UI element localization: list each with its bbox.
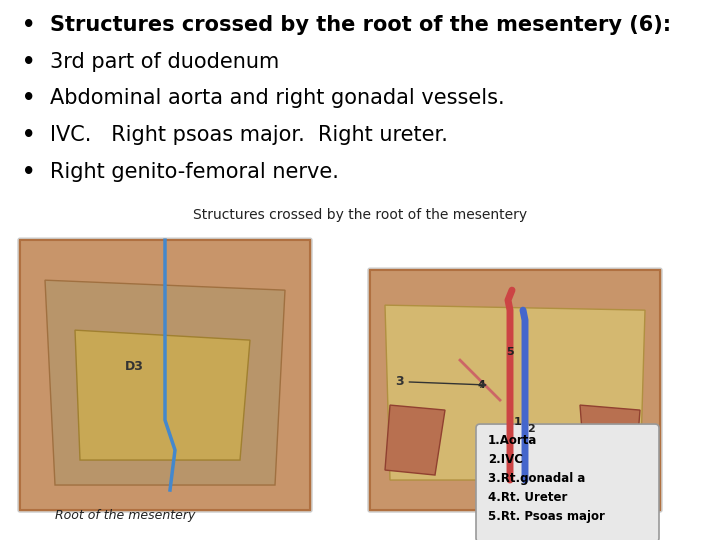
Text: Abdominal aorta and right gonadal vessels.: Abdominal aorta and right gonadal vessel… — [50, 89, 505, 109]
Polygon shape — [370, 270, 660, 510]
Polygon shape — [45, 280, 285, 485]
Text: 5.Rt. Psoas major: 5.Rt. Psoas major — [488, 510, 605, 523]
Text: •: • — [22, 89, 35, 109]
Polygon shape — [385, 405, 445, 475]
Text: 4.Rt. Ureter: 4.Rt. Ureter — [488, 490, 567, 503]
Polygon shape — [75, 330, 250, 460]
Text: 4: 4 — [478, 380, 486, 390]
Text: Right genito-femoral nerve.: Right genito-femoral nerve. — [50, 163, 339, 183]
Text: 3.Rt.gonadal a: 3.Rt.gonadal a — [488, 471, 585, 484]
Text: •: • — [22, 125, 35, 145]
Text: •: • — [22, 15, 35, 35]
Text: 2.IVC: 2.IVC — [488, 453, 523, 465]
Text: 5: 5 — [506, 347, 513, 357]
Text: 3: 3 — [395, 375, 486, 388]
Polygon shape — [580, 405, 640, 475]
Polygon shape — [385, 305, 645, 480]
Text: •: • — [22, 51, 35, 72]
FancyBboxPatch shape — [18, 238, 312, 512]
Text: Structures crossed by the root of the mesentery (6):: Structures crossed by the root of the me… — [50, 15, 672, 35]
Text: Root of the mesentery: Root of the mesentery — [55, 509, 195, 522]
Text: D3: D3 — [125, 360, 144, 373]
Text: 1.Aorta: 1.Aorta — [488, 434, 537, 447]
Text: Structures crossed by the root of the mesentery: Structures crossed by the root of the me… — [193, 208, 527, 222]
Text: 3rd part of duodenum: 3rd part of duodenum — [50, 51, 279, 72]
FancyBboxPatch shape — [476, 424, 659, 540]
Text: 1: 1 — [514, 417, 522, 427]
Text: IVC.   Right psoas major.  Right ureter.: IVC. Right psoas major. Right ureter. — [50, 125, 449, 145]
Polygon shape — [20, 240, 310, 510]
Text: •: • — [22, 163, 35, 183]
FancyBboxPatch shape — [368, 268, 662, 512]
Text: 2: 2 — [527, 424, 535, 434]
